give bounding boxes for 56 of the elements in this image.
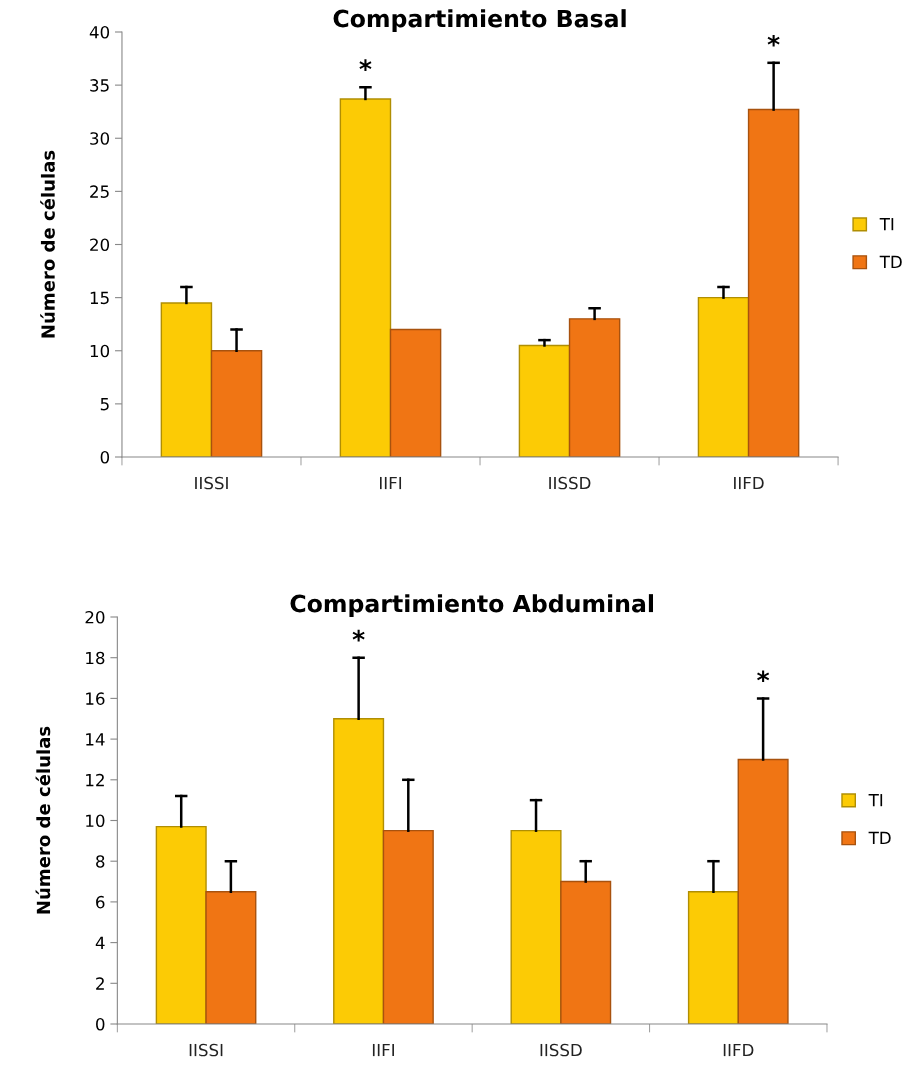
y-tick-label: 20 — [85, 610, 105, 624]
x-tick-label: IIFI — [379, 476, 402, 490]
bar — [560, 880, 612, 1024]
bar — [389, 328, 442, 457]
y-tick-label: 2 — [96, 977, 104, 990]
y-tick-label: 10 — [90, 344, 110, 358]
y-tick-label: 25 — [90, 185, 109, 198]
y-tick-label: 16 — [86, 692, 105, 705]
bar — [518, 344, 571, 457]
bar — [339, 98, 392, 457]
annotation: * — [757, 670, 770, 683]
bar — [205, 891, 257, 1024]
y-tick-label: 20 — [90, 238, 110, 252]
bar — [333, 718, 385, 1024]
bar — [510, 829, 562, 1024]
legend-label: TD — [868, 831, 891, 844]
legend-label: TD — [879, 255, 902, 268]
y-tick-label: 10 — [86, 814, 105, 828]
annotation: * — [359, 59, 372, 71]
x-tick-label: IISSD — [540, 1043, 582, 1057]
x-tick-label: IIFD — [734, 476, 764, 490]
y-tick-label: 6 — [96, 895, 105, 909]
bar — [747, 108, 800, 457]
bar — [160, 302, 213, 457]
y-tick-label: 40 — [89, 25, 110, 39]
legend-label: TI — [868, 794, 883, 807]
bar — [382, 829, 434, 1024]
bar — [737, 758, 789, 1024]
y-axis-title: Número de células — [35, 726, 51, 914]
y-tick-label: 18 — [86, 651, 105, 665]
x-tick-label: IIFD — [723, 1043, 754, 1057]
bar — [210, 350, 263, 457]
x-tick-label: IISSD — [549, 476, 591, 490]
y-tick-label: 30 — [90, 132, 110, 145]
x-tick-label: IISSI — [195, 476, 228, 490]
x-tick-label: IISSI — [189, 1043, 223, 1057]
y-tick-label: 8 — [96, 855, 105, 868]
y-tick-label: 4 — [95, 936, 105, 949]
y-tick-label: 12 — [86, 773, 104, 787]
bar — [687, 891, 739, 1024]
y-tick-label: 14 — [86, 733, 105, 746]
chart-title: Compartimiento Basal — [333, 9, 626, 32]
y-axis-title: Número de células — [40, 150, 55, 338]
bar — [568, 318, 621, 457]
legend-label: TI — [879, 218, 894, 231]
y-tick-label: 15 — [90, 291, 109, 305]
y-tick-label: 0 — [100, 450, 110, 464]
y-tick-label: 35 — [90, 79, 109, 92]
y-tick-label: 5 — [100, 398, 109, 411]
bar — [697, 296, 750, 457]
x-tick-label: IIFI — [372, 1043, 394, 1057]
annotation: * — [767, 34, 780, 47]
bar — [155, 825, 207, 1024]
chart-title: Compartimiento Abduminal — [290, 594, 654, 617]
y-tick-label: 0 — [96, 1017, 105, 1031]
annotation: * — [352, 629, 365, 642]
